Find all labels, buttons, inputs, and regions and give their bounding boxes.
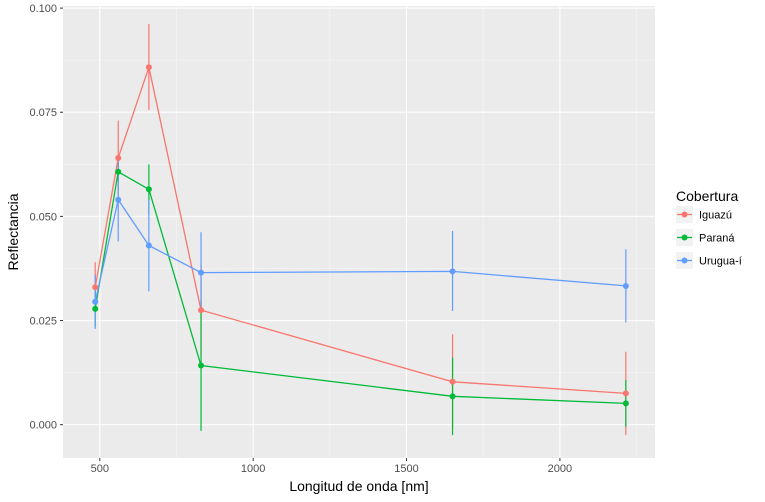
major-gridlines [63, 6, 655, 458]
data-point-uruguai [92, 298, 99, 305]
x-tick-label: 2000 [548, 463, 572, 475]
data-point-parana [198, 362, 205, 369]
legend-label-uruguai: Urugua-í [699, 256, 742, 268]
data-point-uruguai [622, 282, 629, 289]
x-axis-title: Longitud de onda [nm] [289, 478, 428, 494]
y-tick-label: 0.100 [29, 3, 57, 15]
y-axis-ticks: 0.000 0.025 0.050 0.075 0.100 [29, 3, 63, 432]
legend-key-point-uruguai [681, 257, 688, 264]
data-point-iguazu [449, 378, 456, 385]
legend-title: Cobertura [676, 188, 738, 204]
series-lines [94, 64, 626, 405]
minor-gridlines [63, 6, 655, 458]
y-tick-label: 0.075 [29, 107, 57, 119]
y-tick-label: 0.000 [29, 420, 57, 432]
legend-key-point-iguazu [681, 211, 688, 218]
legend-label-iguazu: Iguazú [699, 210, 732, 222]
data-point-parana [92, 305, 99, 312]
data-point-iguazu [92, 284, 99, 291]
data-point-uruguai [145, 242, 152, 249]
x-tick-label: 500 [91, 463, 109, 475]
data-point-iguazu [198, 307, 205, 314]
series-line-iguazu [94, 64, 626, 395]
data-point-parana [115, 168, 122, 175]
x-tick-label: 1000 [241, 463, 265, 475]
data-point-uruguai [198, 269, 205, 276]
x-axis-ticks: 500 1000 1500 2000 [91, 458, 572, 475]
data-point-parana [145, 186, 152, 193]
series-line-uruguai [94, 198, 626, 302]
y-tick-label: 0.050 [29, 211, 57, 223]
data-point-uruguai [115, 196, 122, 203]
legend: Cobertura Iguazú Paraná Urugua-í [676, 188, 742, 269]
series-points [92, 64, 629, 407]
data-point-iguazu [115, 155, 122, 162]
plot-panel [63, 6, 655, 458]
y-axis-title: Reflectancia [5, 193, 21, 270]
x-tick-label: 1500 [394, 463, 418, 475]
data-point-uruguai [449, 268, 456, 275]
data-point-iguazu [145, 64, 152, 71]
data-point-parana [449, 393, 456, 400]
legend-key-point-parana [681, 234, 688, 241]
data-point-iguazu [622, 390, 629, 397]
series-line-parana [94, 170, 626, 405]
y-tick-label: 0.025 [29, 316, 57, 328]
data-point-parana [622, 400, 629, 407]
legend-label-parana: Paraná [699, 233, 735, 245]
